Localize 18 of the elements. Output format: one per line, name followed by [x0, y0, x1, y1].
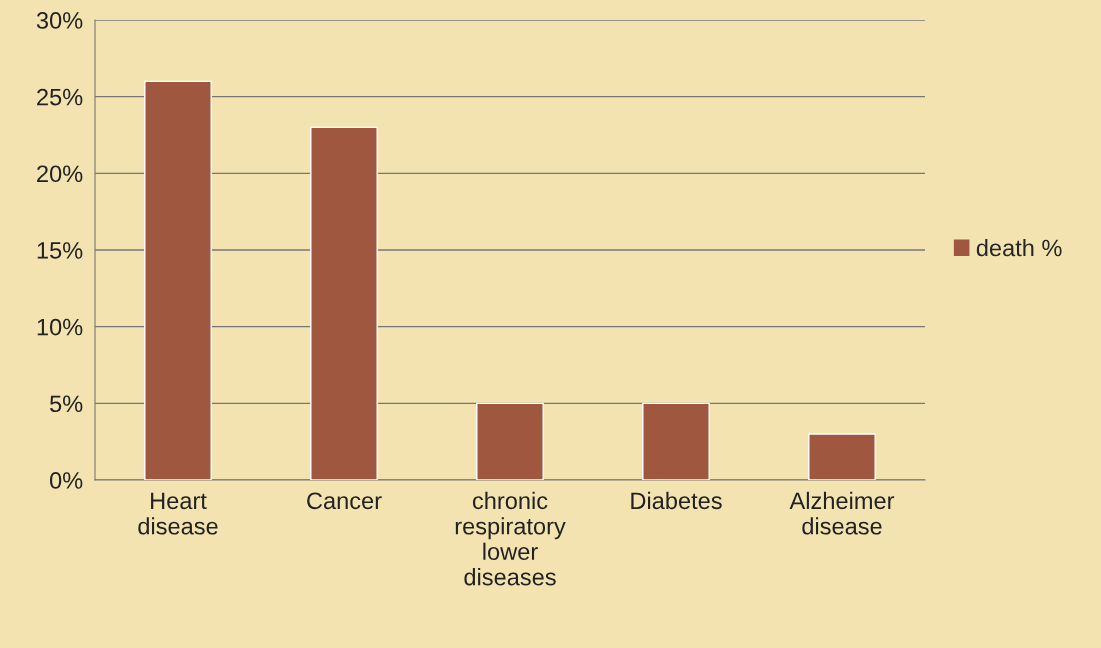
y-tick-label: 10%: [37, 318, 83, 336]
y-tick-label: 20%: [37, 165, 83, 183]
y-tick-label: 5%: [50, 395, 83, 413]
x-tick-label: chronic respiratory lower diseases: [455, 491, 566, 586]
x-tick-label: Alzheimer disease: [789, 491, 895, 535]
bar: [310, 126, 378, 480]
y-tick-label: 0%: [49, 472, 83, 489]
bar: [476, 402, 544, 480]
x-tick-label: Cancer: [307, 492, 382, 510]
x-tick-label: Heart disease: [138, 492, 218, 535]
bar: [808, 433, 876, 480]
bar: [642, 402, 710, 480]
x-tick-label: Diabetes: [631, 491, 722, 510]
bar: [144, 80, 212, 480]
y-tick-label: 25%: [37, 88, 83, 106]
legend-label: death %: [976, 238, 1062, 257]
y-tick-label: 15%: [37, 242, 83, 259]
y-tick-label: 30%: [36, 12, 83, 29]
